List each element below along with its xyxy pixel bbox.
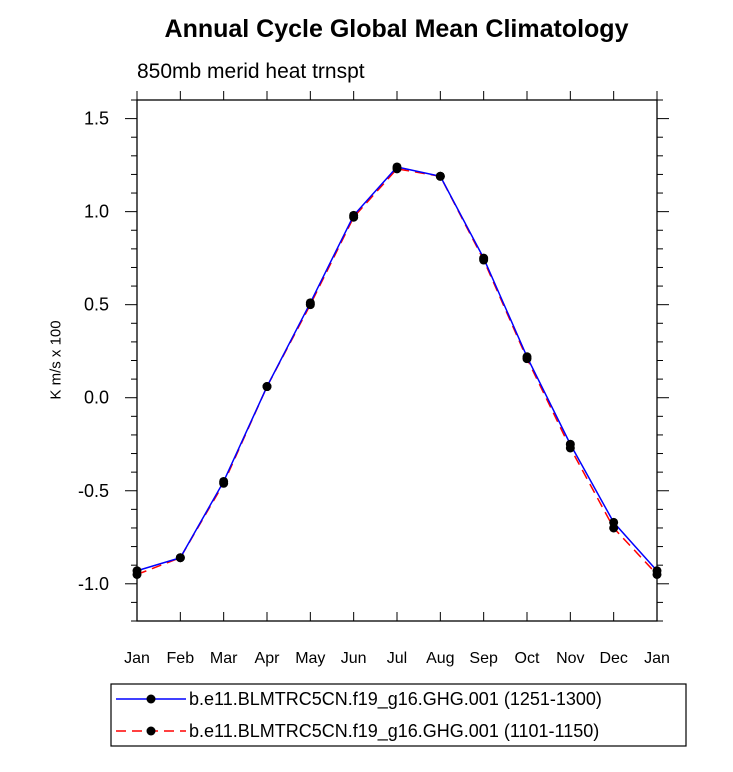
x-tick-label: Nov: [556, 650, 584, 667]
x-tick-label: Aug: [426, 650, 454, 667]
legend-marker-1: [146, 694, 156, 704]
legend-label-2: b.e11.BLMTRC5CN.f19_g16.GHG.001 (1101-11…: [189, 721, 599, 742]
data-point-series-1: [305, 298, 315, 308]
data-point-series-1: [435, 171, 445, 181]
x-tick-label: Apr: [255, 650, 281, 667]
data-point-series-1: [479, 253, 489, 263]
legend-label-1: b.e11.BLMTRC5CN.f19_g16.GHG.001 (1251-13…: [189, 689, 602, 710]
x-tick-label: Dec: [599, 650, 627, 667]
x-tick-label: May: [295, 650, 325, 667]
data-point-series-1: [565, 439, 575, 449]
data-point-series-1: [262, 382, 272, 392]
x-tick-label: Jan: [124, 650, 150, 667]
data-point-series-1: [132, 566, 142, 576]
series-line-2: [136, 168, 658, 576]
data-point-series-1: [349, 210, 359, 220]
y-tick-label: 0.5: [84, 295, 109, 315]
x-tick-label: Sep: [469, 650, 498, 667]
data-point-series-1: [652, 566, 662, 576]
y-tick-label: 1.5: [84, 109, 109, 129]
chart-title: Annual Cycle Global Mean Climatology: [164, 15, 629, 43]
x-tick-label: Oct: [515, 650, 540, 667]
data-point-series-1: [219, 476, 229, 486]
data-point-series-1: [392, 162, 402, 172]
legend-marker-2: [146, 726, 156, 736]
y-tick-label: 1.0: [84, 202, 109, 222]
x-tick-label: Feb: [167, 650, 195, 667]
x-tick-label: Jan: [644, 650, 670, 667]
series-line-1: [136, 166, 658, 572]
y-tick-label: -0.5: [78, 481, 109, 501]
chart-subtitle: 850mb merid heat trnspt: [137, 60, 365, 83]
y-tick-label: -1.0: [78, 574, 109, 594]
data-point-series-1: [522, 352, 532, 362]
x-tick-label: Mar: [210, 650, 238, 667]
y-tick-label: 0.0: [84, 388, 109, 408]
x-tick-label: Jun: [341, 650, 367, 667]
data-point-series-1: [175, 553, 185, 563]
legend-box: [110, 683, 687, 747]
x-tick-label: Jul: [387, 650, 407, 667]
plot-frame: [136, 99, 658, 622]
data-point-series-1: [609, 517, 619, 527]
